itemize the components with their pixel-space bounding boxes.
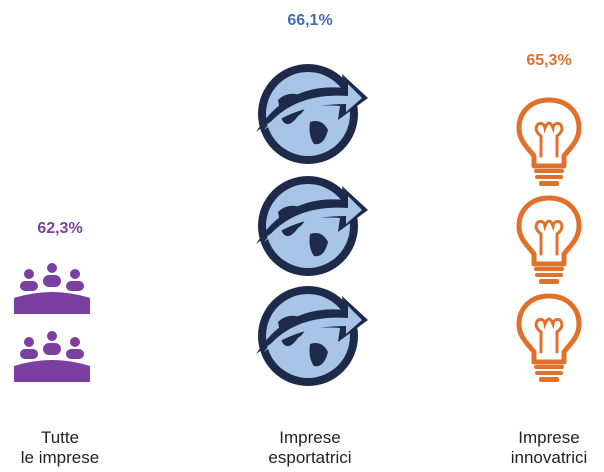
globe-arrow-icon [256,64,368,164]
lightbulb-icon [516,97,582,186]
column-imprese-esportatrici: 66,1% Imprese esportatrici [240,0,380,472]
column-imprese-innovatrici: 65,3% [494,0,604,472]
category-label: Imprese innovatrici [494,428,604,468]
category-label-line2: le imprese [20,448,100,467]
category-label-line1: Imprese [279,428,341,447]
people-group-icon [14,263,90,314]
category-label-line2: innovatrici [510,448,588,467]
category-label-line1: Tutte [40,428,80,447]
globe-arrow-icon [256,176,368,276]
lightbulb-icon [516,293,582,382]
category-label-line1: Imprese [518,428,580,447]
value-label: 62,3% [37,220,83,237]
category-label-line2: esportatrici [268,448,352,467]
people-group-icon [14,331,90,382]
lightbulb-icon [516,195,582,284]
value-label: 65,3% [526,52,572,69]
category-label: Tutte le imprese [0,428,120,468]
category-label: Imprese esportatrici [240,428,380,468]
value-label: 66,1% [287,12,333,29]
globe-arrow-icon [256,286,368,386]
column-tutte-le-imprese: 62,3% Tutte le imprese [0,0,120,472]
